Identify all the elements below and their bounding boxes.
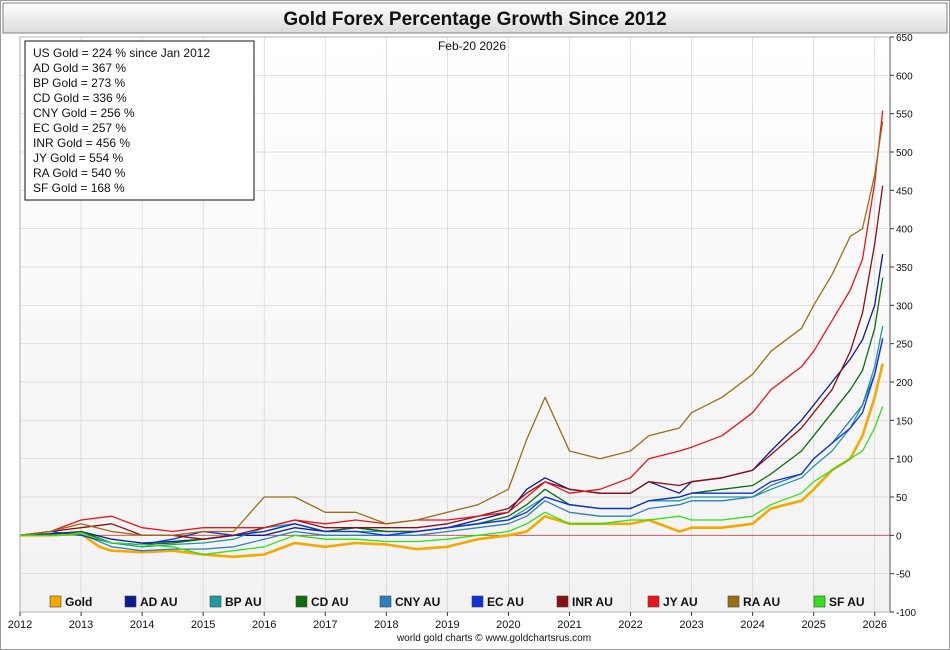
stats-box: US Gold = 224 % since Jan 2012 AD Gold = …: [24, 40, 255, 201]
y-tick-label: -50: [896, 570, 911, 581]
y-tick-label: 600: [896, 71, 913, 82]
stats-line: CD Gold = 336 %: [33, 91, 127, 105]
stats-line: BP Gold = 273 %: [33, 76, 126, 90]
legend-swatch: [124, 595, 137, 608]
y-axis: -100 -50 0 50 100 150 200 250 300 350 400 450 500 550…: [890, 33, 916, 619]
legend-label: BP AU: [225, 595, 262, 609]
x-tick-label: 2018: [374, 619, 398, 631]
y-tick-label: 100: [896, 455, 913, 466]
x-tick-label: 2015: [191, 619, 215, 631]
x-tick-label: 2012: [8, 619, 32, 631]
stats-line: EC Gold = 257 %: [33, 121, 126, 135]
y-tick-label: -100: [896, 608, 916, 619]
series-line-sf-au: [20, 406, 884, 556]
chart-footer: world gold charts © www.goldchartsrus.co…: [396, 633, 591, 644]
series-line-inr-au: [20, 185, 884, 540]
x-axis: 2012 2013 2014 2015 2016 2017 2018 2019 2020 2021…: [8, 612, 887, 631]
chart-title: Gold Forex Percentage Growth Since 2012: [283, 9, 666, 30]
legend-label: JY AU: [663, 595, 698, 609]
legend-label: RA AU: [743, 595, 780, 609]
legend-label: EC AU: [487, 595, 524, 609]
x-tick-label: 2024: [740, 619, 764, 631]
stats-line: INR Gold = 456 %: [33, 136, 130, 150]
stats-line: RA Gold = 540 %: [33, 166, 126, 180]
legend-swatch: [647, 595, 660, 608]
x-tick-label: 2013: [69, 619, 93, 631]
chart-date: Feb-20 2026: [438, 39, 506, 53]
x-tick-label: 2023: [679, 619, 703, 631]
y-tick-label: 50: [896, 493, 908, 504]
series-lines: [20, 110, 884, 559]
legend-label: CNY AU: [395, 595, 440, 609]
legend-label: CD AU: [311, 595, 349, 609]
legend-swatch: [295, 595, 308, 608]
series-line-gold: [20, 363, 884, 559]
legend-label: SF AU: [829, 595, 865, 609]
y-tick-label: 200: [896, 378, 913, 389]
x-tick-label: 2020: [496, 619, 520, 631]
y-tick-label: 450: [896, 186, 913, 197]
title-bar: [2, 2, 948, 34]
series-line-ec-au: [20, 338, 884, 546]
series-line-jy-au: [20, 110, 884, 536]
stats-box-frame: [24, 40, 255, 201]
y-tick-label: 400: [896, 225, 913, 236]
stats-line: JY Gold = 554 %: [33, 151, 124, 165]
legend-label: Gold: [65, 595, 92, 609]
series-line-ra-au: [20, 121, 884, 536]
legend-swatch: [379, 595, 392, 608]
y-tick-label: 550: [896, 110, 913, 121]
legend-swatch: [471, 595, 484, 608]
legend-swatch: [49, 595, 62, 608]
y-tick-label: 250: [896, 340, 913, 351]
x-tick-label: 2026: [862, 619, 886, 631]
y-tick-label: 350: [896, 263, 913, 274]
x-tick-label: 2022: [618, 619, 642, 631]
legend-swatch: [727, 595, 740, 608]
series-line-bp-au: [20, 325, 884, 548]
y-tick-label: 500: [896, 148, 913, 159]
stats-line: AD Gold = 367 %: [33, 61, 126, 75]
legend-label: AD AU: [140, 595, 178, 609]
stats-line: CNY Gold = 256 %: [33, 106, 135, 120]
y-tick-label: 650: [896, 33, 913, 44]
x-tick-label: 2021: [557, 619, 581, 631]
x-tick-label: 2014: [130, 619, 154, 631]
stats-line: US Gold = 224 % since Jan 2012: [33, 46, 210, 60]
legend-label: INR AU: [572, 595, 613, 609]
x-tick-label: 2025: [801, 619, 825, 631]
x-tick-label: 2017: [313, 619, 337, 631]
y-tick-label: 0: [896, 531, 902, 542]
series-line-cd-au: [20, 277, 884, 546]
legend-swatch: [556, 595, 569, 608]
legend-swatch: [209, 595, 222, 608]
x-tick-label: 2016: [252, 619, 276, 631]
stats-line: SF Gold = 168 %: [33, 181, 125, 195]
legend-swatch: [813, 595, 826, 608]
legend: Gold AD AU BP AU CD AU CNY AU EC AU INR AU JY A…: [49, 595, 865, 609]
x-tick-label: 2019: [435, 619, 459, 631]
y-tick-label: 300: [896, 301, 913, 312]
stats-text: US Gold = 224 % since Jan 2012 AD Gold = …: [33, 46, 210, 195]
y-tick-label: 150: [896, 416, 913, 427]
